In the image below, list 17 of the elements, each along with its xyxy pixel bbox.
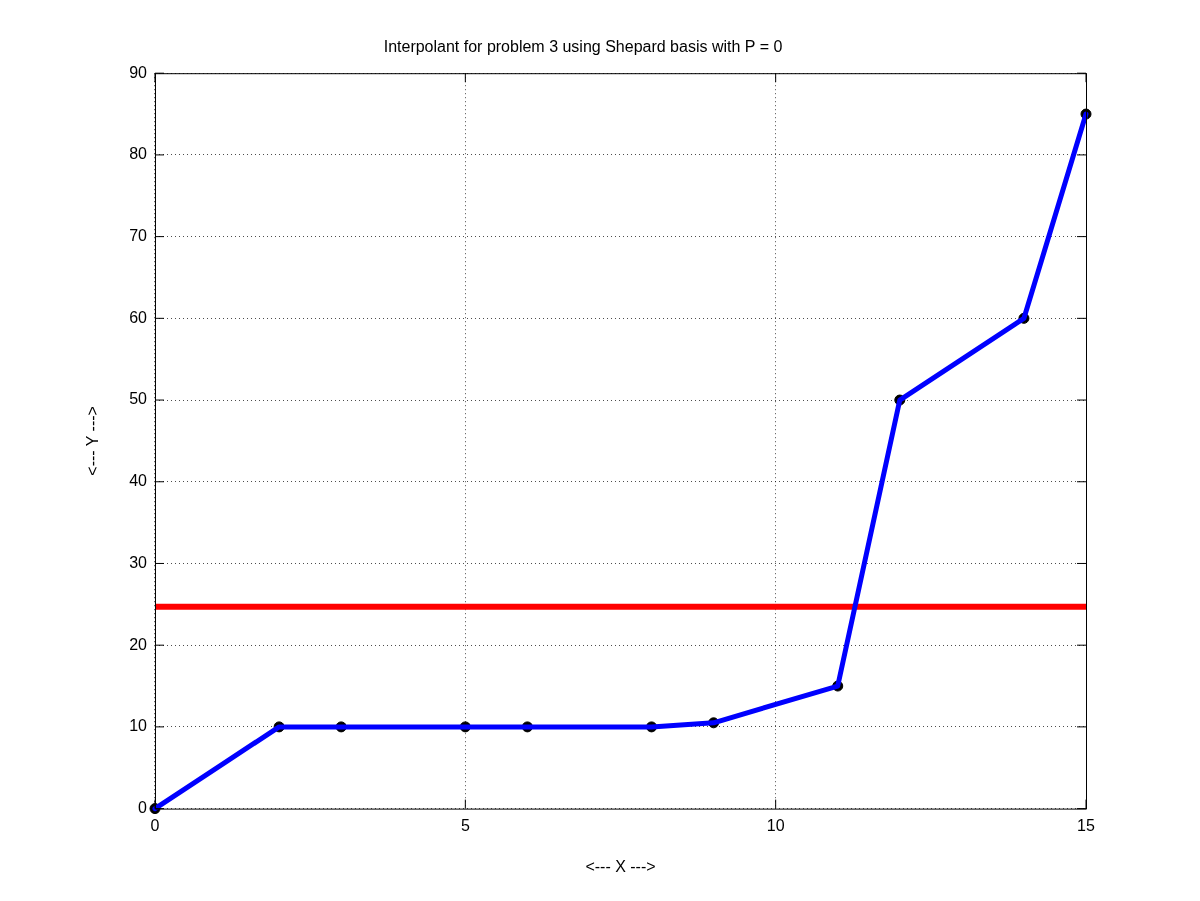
- chart-title: Interpolant for problem 3 using Shepard basis with P = 0: [383, 38, 783, 56]
- x-tick-label: 10: [766, 816, 785, 834]
- x-tick-label: 15: [1077, 816, 1095, 834]
- y-tick-label: 20: [129, 635, 148, 653]
- y-tick-label: 50: [129, 390, 148, 408]
- y-tick-label: 70: [129, 227, 148, 245]
- y-axis-title: <--- Y --->: [84, 406, 102, 476]
- y-tick-label: 10: [129, 717, 148, 735]
- y-tick-label: 40: [129, 472, 148, 490]
- y-tick-label: 30: [129, 553, 148, 571]
- y-tick-label: 80: [129, 145, 148, 163]
- x-tick-label: 0: [150, 816, 160, 834]
- x-axis-title: <--- X --->: [585, 857, 656, 875]
- y-tick-label: 60: [129, 308, 148, 326]
- y-tick-label: 0: [138, 799, 148, 817]
- y-tick-label: 90: [129, 63, 148, 81]
- x-tick-label: 5: [460, 816, 470, 834]
